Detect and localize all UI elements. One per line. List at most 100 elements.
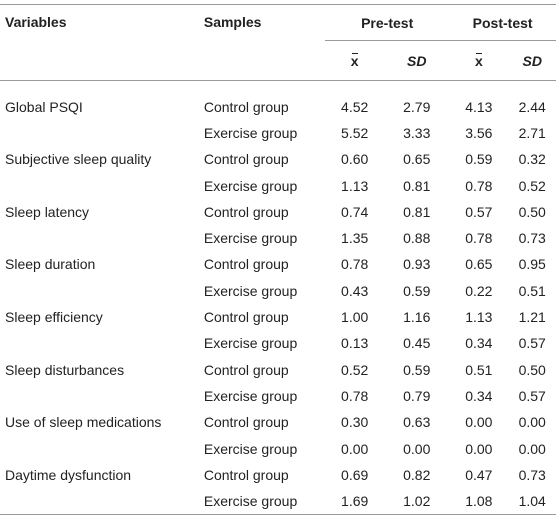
header-pre-mean: x xyxy=(325,40,385,81)
sample-cell: Control group xyxy=(203,309,289,326)
post-sd-cell: 0.32 xyxy=(518,151,546,168)
pre-sd-cell: 3.33 xyxy=(403,124,431,141)
post-mean-cell: 0.59 xyxy=(465,151,493,168)
pre-sd-cell: 0.63 xyxy=(403,414,431,431)
post-sd-cell: 0.57 xyxy=(518,335,546,352)
pre-sd-cell: 2.79 xyxy=(403,98,431,115)
post-sd-cell: 2.71 xyxy=(518,124,546,141)
table-row: Sleep duration Control group 0.78 0.93 0.65 0… xyxy=(0,251,556,277)
sample-cell: Exercise group xyxy=(203,282,298,299)
pre-sd-cell: 1.16 xyxy=(403,309,431,326)
sample-cell: Exercise group xyxy=(203,177,298,194)
post-mean-cell: 4.13 xyxy=(465,98,493,115)
post-mean-cell: 1.08 xyxy=(449,487,509,515)
post-sd-cell: 0.50 xyxy=(518,203,546,220)
pre-sd-cell: 0.59 xyxy=(403,361,431,378)
pre-mean-cell: 0.43 xyxy=(341,282,369,299)
sample-cell: Control group xyxy=(203,361,289,378)
header-row-main: Variables Samples Pre-test Post-test xyxy=(0,4,556,81)
post-mean-cell: 3.56 xyxy=(465,124,493,141)
pre-mean-cell: 0.00 xyxy=(341,440,369,457)
post-mean-cell: 0.78 xyxy=(465,230,493,247)
table-row: Daytime dysfunction Control group 0.69 0.82… xyxy=(0,462,556,488)
pre-sd-cell: 0.45 xyxy=(403,335,431,352)
pre-mean-cell: 0.13 xyxy=(341,335,369,352)
post-sd-cell: 0.73 xyxy=(518,466,546,483)
sample-cell: Control group xyxy=(203,98,289,115)
header-samples: Samples xyxy=(203,4,326,81)
sample-cell: Control group xyxy=(203,256,289,273)
post-sd-cell: 0.73 xyxy=(518,230,546,247)
table-row: Exercise group 0.78 0.79 0.34 0.57 xyxy=(0,383,556,409)
table-row: Exercise group 5.52 3.33 3.56 2.71 xyxy=(0,120,556,146)
pre-mean-cell: 5.52 xyxy=(341,124,369,141)
post-mean-cell: 0.51 xyxy=(465,361,493,378)
pre-sd-cell: 0.88 xyxy=(403,230,431,247)
header-gap xyxy=(0,80,556,94)
pre-mean-cell: 1.13 xyxy=(341,177,369,194)
variable-cell: Sleep disturbances xyxy=(5,361,125,378)
variable-cell: Use of sleep medications xyxy=(5,414,162,431)
variable-cell xyxy=(0,330,204,356)
table-row: Exercise group 0.43 0.59 0.22 0.51 xyxy=(0,278,556,304)
sample-cell: Control group xyxy=(203,203,289,220)
header-variables: Variables xyxy=(0,4,204,81)
sample-cell: Control group xyxy=(203,151,289,168)
sample-cell: Exercise group xyxy=(203,230,298,247)
header-row-sub: x SD x SD xyxy=(0,40,556,81)
post-sd-cell: 0.00 xyxy=(518,414,546,431)
variable-cell: Subjective sleep quality xyxy=(5,151,152,168)
header-post-sd: SD xyxy=(508,40,556,81)
header-post-mean: x xyxy=(449,40,509,81)
post-mean-cell: 0.00 xyxy=(465,440,493,457)
table-row: Sleep latency Control group 0.74 0.81 0.57 0.… xyxy=(0,199,556,225)
post-sd-cell: 2.44 xyxy=(518,98,546,115)
sample-cell: Control group xyxy=(203,414,289,431)
header-pre-sd: SD xyxy=(384,40,450,81)
variable-cell: Sleep latency xyxy=(5,203,90,220)
table-row: Sleep efficiency Control group 1.00 1.16 1.1… xyxy=(0,304,556,330)
post-mean-cell: 0.00 xyxy=(465,414,493,431)
variable-cell xyxy=(0,172,204,198)
post-sd-cell: 0.95 xyxy=(518,256,546,273)
table-row: Sleep disturbances Control group 0.52 0.59 0… xyxy=(0,356,556,382)
pre-sd-cell: 0.79 xyxy=(403,387,431,404)
variable-cell: Sleep efficiency xyxy=(5,309,103,326)
pre-mean-cell: 1.00 xyxy=(341,309,369,326)
pre-mean-cell: 0.30 xyxy=(341,414,369,431)
sample-cell: Exercise group xyxy=(203,387,298,404)
pre-sd-cell: 0.82 xyxy=(403,466,431,483)
pre-mean-cell: 1.35 xyxy=(341,230,369,247)
sample-cell: Exercise group xyxy=(203,487,326,515)
table-row: Subjective sleep quality Control group 0.6… xyxy=(0,146,556,172)
post-sd-cell: 1.04 xyxy=(508,487,556,515)
header-rule xyxy=(0,80,556,94)
post-mean-cell: 0.47 xyxy=(465,466,493,483)
pre-mean-cell: 1.69 xyxy=(325,487,385,515)
post-mean-cell: 0.34 xyxy=(465,335,493,352)
table-row: Global PSQI Control group 4.52 2.79 4.13 2.44 xyxy=(0,94,556,120)
variable-cell: Sleep duration xyxy=(5,256,96,273)
post-mean-cell: 1.13 xyxy=(465,309,493,326)
post-mean-cell: 0.65 xyxy=(465,256,493,273)
sample-cell: Control group xyxy=(203,466,289,483)
post-sd-cell: 1.21 xyxy=(518,309,546,326)
post-mean-cell: 0.57 xyxy=(465,203,493,220)
pre-mean-cell: 4.52 xyxy=(341,98,369,115)
variable-cell: Global PSQI xyxy=(5,98,83,115)
pre-sd-cell: 1.02 xyxy=(384,487,450,515)
variable-cell xyxy=(0,225,204,251)
pre-sd-cell: 0.00 xyxy=(403,440,431,457)
variable-cell xyxy=(0,435,204,461)
variable-cell xyxy=(0,383,204,409)
pre-sd-cell: 0.65 xyxy=(403,151,431,168)
table-row: Exercise group 1.35 0.88 0.78 0.73 xyxy=(0,225,556,251)
mean-symbol: x xyxy=(350,52,359,69)
pre-mean-cell: 0.78 xyxy=(341,387,369,404)
pre-sd-cell: 0.81 xyxy=(403,203,431,220)
post-mean-cell: 0.78 xyxy=(465,177,493,194)
post-sd-cell: 0.52 xyxy=(518,177,546,194)
variable-cell: Daytime dysfunction xyxy=(5,466,132,483)
variable-cell xyxy=(0,120,204,146)
